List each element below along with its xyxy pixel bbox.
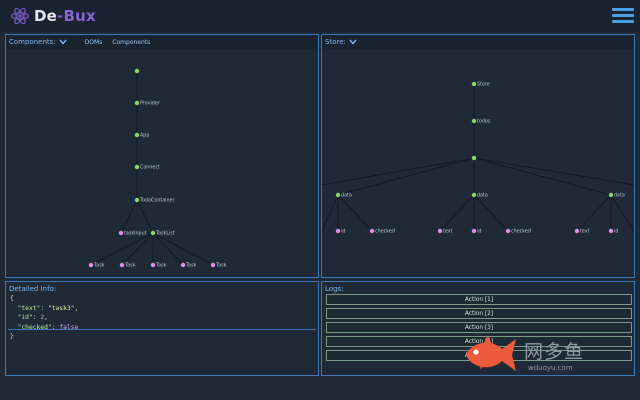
tree-node-t5[interactable] bbox=[210, 262, 216, 268]
top-bar: De-Bux bbox=[0, 0, 640, 32]
tree-label-tasklist: TaskList bbox=[155, 231, 175, 237]
tab-components[interactable]: Components bbox=[112, 38, 151, 46]
store-header: Store: bbox=[322, 35, 634, 49]
store-panel: Store: Store todos data data data id checked te… bbox=[321, 34, 635, 278]
tree-label-connect: Connect bbox=[140, 165, 160, 171]
tree-link bbox=[322, 157, 475, 186]
tree-label-i1c: checked bbox=[511, 229, 531, 235]
components-panel: Components: DOMs Components Provider App C… bbox=[5, 34, 319, 278]
tree-label-i1a: text bbox=[443, 229, 453, 235]
components-tree: Provider App Connect TodoContainer taskInput… bbox=[88, 68, 227, 269]
detail-header: Detailed Info: bbox=[6, 282, 318, 296]
tree-label-todos: todos bbox=[477, 119, 491, 125]
tree-label-i0b: checked bbox=[375, 229, 395, 235]
tree-node-item0[interactable] bbox=[335, 192, 341, 198]
tree-link bbox=[322, 194, 339, 232]
tree-node-arr[interactable] bbox=[471, 155, 477, 161]
detail-json: { "text": "task3", "id": 2, "checked": f… bbox=[10, 295, 79, 340]
tab-doms[interactable]: DOMs bbox=[84, 38, 103, 46]
atom-icon bbox=[10, 7, 30, 25]
tree-link bbox=[576, 194, 612, 232]
tree-label-i2a: text bbox=[580, 229, 590, 235]
tree-label-t2: Task bbox=[124, 263, 136, 269]
tree-node-provider[interactable] bbox=[134, 100, 140, 106]
tree-link bbox=[152, 232, 214, 266]
detail-panel: Detailed Info: { "text": "task3", "id": … bbox=[5, 281, 319, 376]
tree-label-t5: Task bbox=[215, 263, 227, 269]
tree-label-t3: Task bbox=[155, 263, 167, 269]
app-title: De-Bux bbox=[34, 7, 96, 25]
tree-label-t1: Task bbox=[93, 263, 105, 269]
tree-link bbox=[473, 194, 509, 232]
tree-label-item1: data bbox=[477, 193, 488, 199]
tree-node-i2a[interactable] bbox=[574, 228, 580, 234]
action-button-1[interactable]: Action [1] bbox=[326, 294, 632, 305]
tree-node-i0b[interactable] bbox=[369, 228, 375, 234]
tree-label-item0: data bbox=[341, 193, 352, 199]
tree-link bbox=[90, 232, 154, 266]
tree-link bbox=[337, 194, 373, 232]
tree-node-i1a[interactable] bbox=[437, 228, 443, 234]
components-title: Components: bbox=[9, 38, 56, 46]
tree-link bbox=[473, 157, 612, 196]
tree-node-todos[interactable] bbox=[471, 118, 477, 124]
tree-link bbox=[337, 157, 475, 196]
tree-link bbox=[152, 232, 184, 266]
watermark-text: 网多鱼 bbox=[524, 341, 585, 363]
tree-node-app[interactable] bbox=[134, 132, 140, 138]
tree-node-item2[interactable] bbox=[608, 192, 614, 198]
hamburger-icon[interactable] bbox=[612, 8, 634, 24]
watermark: 网多鱼 wduoyu.com bbox=[462, 333, 622, 378]
tree-label-app: App bbox=[140, 133, 149, 139]
tree-node-i1b[interactable] bbox=[471, 228, 477, 234]
tree-node-i0a[interactable] bbox=[335, 228, 341, 234]
watermark-url: wduoyu.com bbox=[528, 364, 573, 372]
tree-node-store[interactable] bbox=[471, 81, 477, 87]
tree-label-i2b: id bbox=[614, 229, 618, 235]
tree-label-taskinput: taskInput bbox=[124, 231, 147, 237]
tree-link bbox=[121, 232, 154, 266]
tree-label-i1b: id bbox=[477, 229, 481, 235]
logs-title: Logs: bbox=[325, 285, 344, 293]
app-logo: De-Bux bbox=[10, 6, 96, 26]
logs-header: Logs: bbox=[322, 282, 634, 296]
tree-link bbox=[136, 199, 154, 234]
tree-link bbox=[610, 194, 634, 232]
tree-node-item1[interactable] bbox=[471, 192, 477, 198]
tree-node-tasklist[interactable] bbox=[150, 230, 156, 236]
chevron-down-icon[interactable] bbox=[349, 39, 357, 45]
tree-node-t3[interactable] bbox=[150, 262, 156, 268]
tree-node-t1[interactable] bbox=[88, 262, 94, 268]
tree-label-i0a: id bbox=[341, 229, 345, 235]
tree-node-i1c[interactable] bbox=[505, 228, 511, 234]
tree-link bbox=[439, 194, 475, 232]
store-tree: Store todos data data data id checked text id che… bbox=[322, 81, 634, 235]
tree-label-store: Store bbox=[477, 82, 490, 88]
store-title: Store: bbox=[325, 38, 346, 46]
detail-title: Detailed Info: bbox=[9, 285, 57, 293]
tree-label-provider: Provider bbox=[140, 101, 160, 107]
tree-link bbox=[120, 199, 138, 234]
tree-node-i2b[interactable] bbox=[608, 228, 614, 234]
tree-node-t4[interactable] bbox=[180, 262, 186, 268]
tree-node-taskinput[interactable] bbox=[118, 230, 124, 236]
tree-node-todocontainer[interactable] bbox=[134, 197, 140, 203]
tree-label-todocontainer: TodoContainer bbox=[139, 198, 174, 204]
tree-node-root[interactable] bbox=[134, 68, 140, 74]
tree-label-item2: data bbox=[614, 193, 625, 199]
divider bbox=[8, 329, 316, 330]
chevron-down-icon[interactable] bbox=[59, 39, 67, 45]
tree-node-t2[interactable] bbox=[119, 262, 125, 268]
tree-label-t4: Task bbox=[185, 263, 197, 269]
fish-logo-icon bbox=[466, 335, 516, 371]
components-header: Components: DOMs Components bbox=[6, 35, 318, 49]
tree-link bbox=[473, 157, 634, 186]
tree-node-connect[interactable] bbox=[134, 164, 140, 170]
action-button-2[interactable]: Action [2] bbox=[326, 308, 632, 319]
action-button-3[interactable]: Action [3] bbox=[326, 322, 632, 333]
